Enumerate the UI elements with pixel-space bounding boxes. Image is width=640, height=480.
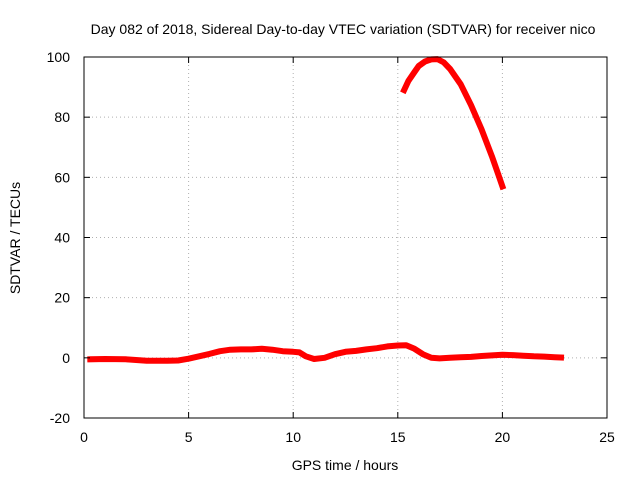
x-tick-label: 20 (495, 429, 511, 445)
x-tick-label: 25 (599, 429, 615, 445)
y-tick-label: 100 (47, 49, 71, 65)
x-axis-label: GPS time / hours (292, 457, 399, 473)
y-tick-label: 40 (54, 230, 70, 246)
y-tick-label: 80 (54, 109, 70, 125)
chart-title: Day 082 of 2018, Sidereal Day-to-day VTE… (91, 21, 596, 37)
y-axis-label: SDTVAR / TECUs (7, 182, 23, 294)
y-tick-label: 60 (54, 169, 70, 185)
x-tick-label: 0 (80, 429, 88, 445)
series-line-1 (87, 342, 565, 364)
y-tick-label: -20 (50, 410, 70, 426)
series-line-2 (400, 56, 507, 191)
grid-lines (84, 57, 607, 418)
axis-ticks: 0 5 10 15 20 25 -20 0 20 40 60 80 100 (47, 49, 615, 445)
x-tick-label: 5 (185, 429, 193, 445)
data-series (87, 56, 565, 364)
y-tick-label: 0 (62, 350, 70, 366)
x-tick-label: 15 (390, 429, 406, 445)
y-tick-label: 20 (54, 290, 70, 306)
x-tick-label: 10 (285, 429, 301, 445)
